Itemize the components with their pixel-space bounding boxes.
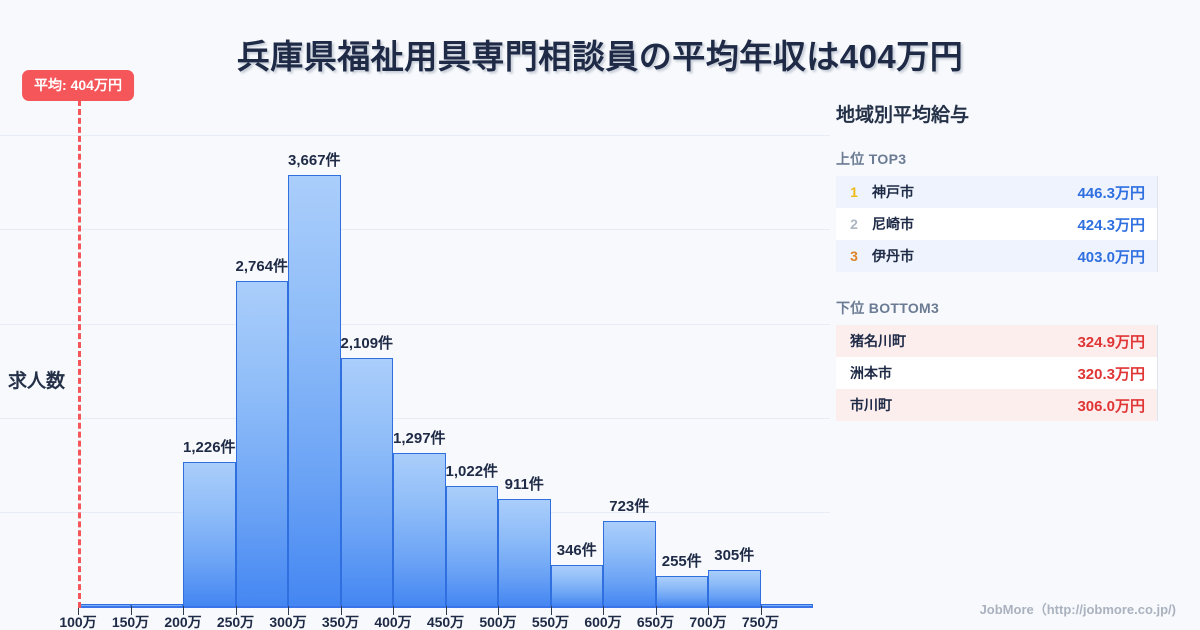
panel-title: 地域別平均給与 (836, 105, 970, 126)
ranking-row: 猪名川町 324.9万円 (836, 325, 1157, 357)
region-name: 洲本市 (850, 365, 892, 381)
bar (130, 604, 183, 606)
x-tick (655, 606, 657, 615)
bar (498, 498, 551, 606)
region-name: 神戸市 (872, 184, 914, 200)
x-tick (288, 606, 289, 615)
bar (655, 576, 708, 606)
ranking-row: 市川町 306.0万円 (836, 389, 1157, 421)
rank-number: 3 (850, 248, 858, 264)
region-salary-value: 320.3万円 (1077, 365, 1145, 383)
gridline (0, 229, 830, 231)
bar (445, 485, 498, 606)
x-tick-label: 100万 (59, 614, 97, 630)
x-tick (340, 606, 342, 615)
x-tick-label: 700万 (689, 614, 727, 630)
bar-series: 1,226件 2,764件 3,667件 2,109件 1,297件 1,022件 911件… (78, 100, 813, 606)
bar-value-label: 723件 (609, 497, 650, 515)
x-tick-label: 650万 (636, 614, 675, 630)
x-tick-label: 500万 (479, 614, 517, 630)
ranking-row: 洲本市 320.3万円 (836, 357, 1157, 389)
y-axis-title: 求人数 (8, 371, 66, 392)
gridline (0, 323, 830, 325)
x-tick (78, 606, 79, 615)
x-tick-label: 600万 (584, 614, 622, 630)
average-badge: 平均: 404万円 (22, 70, 134, 101)
rank-number: 1 (850, 184, 858, 200)
region-name: 猪名川町 (850, 333, 906, 349)
bar (78, 604, 131, 606)
x-tick (393, 606, 394, 615)
region-name: 伊丹市 (872, 248, 914, 264)
bottom3-label: 下位 BOTTOM3 (836, 300, 940, 316)
x-tick-label: 250万 (216, 614, 255, 630)
bar-value-label: 305件 (714, 547, 755, 565)
top3-label: 上位 TOP3 (836, 151, 907, 167)
bar (603, 520, 656, 606)
x-tick-label: 350万 (321, 614, 360, 630)
bar (760, 604, 813, 606)
bar (340, 357, 393, 606)
gridline (0, 135, 830, 137)
bar-value-label: 255件 (661, 553, 702, 570)
ranking-row: 1 神戸市 446.3万円 (836, 176, 1157, 208)
bar (183, 461, 236, 606)
bar (550, 565, 603, 606)
x-tick (498, 606, 499, 615)
bar (393, 453, 446, 606)
x-tick-label: 150万 (111, 614, 150, 630)
x-tick-label: 300万 (269, 614, 307, 630)
bar (235, 280, 288, 606)
x-axis-ticks (78, 606, 813, 616)
region-salary-value: 324.9万円 (1077, 333, 1145, 351)
x-tick-label: 450万 (426, 614, 465, 630)
x-tick (760, 606, 762, 615)
x-tick (550, 606, 552, 615)
region-salary-value: 446.3万円 (1077, 184, 1145, 202)
gridline (0, 417, 830, 419)
x-tick-label: 400万 (374, 614, 412, 630)
x-tick (130, 606, 132, 615)
bar-value-label: 1,226件 (183, 438, 236, 456)
x-tick-label: 750万 (741, 614, 780, 630)
x-tick (708, 606, 709, 615)
x-tick (235, 606, 237, 615)
bar-value-label: 1,297件 (393, 430, 446, 448)
average-line (78, 100, 81, 608)
region-salary-value: 403.0万円 (1077, 248, 1145, 266)
bar-value-label: 3,667件 (288, 151, 341, 169)
bottom3-table: 猪名川町 324.9万円洲本市 320.3万円市川町 306.0万円 (836, 325, 1158, 421)
bar (708, 570, 761, 606)
x-tick (183, 606, 184, 615)
region-salary-value: 306.0万円 (1077, 397, 1145, 415)
regional-salary-panel: 地域別平均給与 上位 TOP3 1 神戸市 446.3万円 2 尼崎市 424.3万円 3 伊… (836, 100, 1166, 447)
region-salary-value: 424.3万円 (1077, 216, 1145, 234)
bar (288, 174, 341, 606)
x-tick-label: 550万 (531, 614, 570, 630)
bar-value-label: 346件 (556, 542, 597, 560)
histogram-chart: 1,226件 2,764件 3,667件 2,109件 1,297件 1,022件 911件… (0, 70, 830, 630)
rank-number: 2 (850, 216, 858, 232)
x-tick-label: 200万 (164, 614, 202, 630)
bar-value-label: 2,109件 (340, 334, 394, 352)
x-axis-tick-labels: 100万 150万 200万 250万 300万 350万 400万 450万 500万 550万… (59, 612, 813, 630)
region-name: 尼崎市 (872, 216, 914, 232)
region-name: 市川町 (850, 397, 892, 413)
x-tick (603, 606, 604, 615)
top3-table: 1 神戸市 446.3万円 2 尼崎市 424.3万円 3 伊丹市 403.0万円 (836, 176, 1158, 272)
x-tick (445, 606, 447, 615)
ranking-row: 3 伊丹市 403.0万円 (836, 240, 1157, 272)
bar-value-label: 2,764件 (235, 257, 289, 275)
ranking-row: 2 尼崎市 424.3万円 (836, 208, 1157, 240)
page-title: 兵庫県福祉用具専門相談員の平均年収は404万円 (236, 38, 964, 75)
footer-watermark: JobMore（http://jobmore.co.jp/) (979, 602, 1176, 617)
bar-value-label: 1,022件 (445, 462, 499, 480)
bar-value-label: 911件 (504, 475, 544, 493)
